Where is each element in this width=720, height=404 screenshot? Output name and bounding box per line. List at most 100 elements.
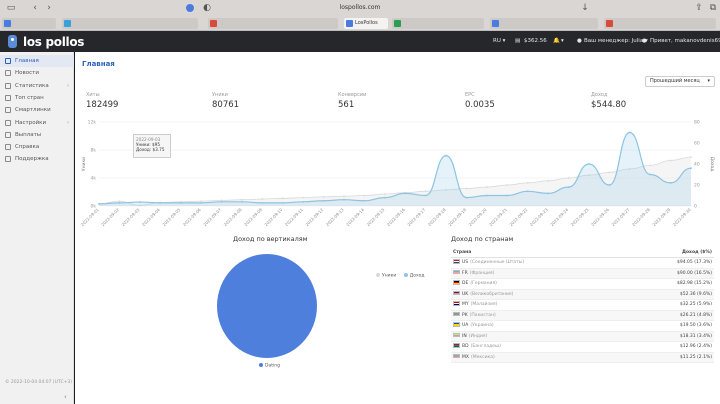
country-name: (Великобритания) <box>470 291 514 297</box>
sidebar-item[interactable]: Топ стран <box>0 92 74 104</box>
download-icon[interactable]: ↓ <box>581 3 589 13</box>
x-tick-label: 2022-09-14 <box>345 207 365 227</box>
gear-icon <box>5 119 11 126</box>
sidebar-item[interactable]: Главная <box>0 55 74 67</box>
table-row[interactable]: MX (Мексика) $11.25 (2.1%) <box>451 352 714 363</box>
x-tick-label: 2022-09-18 <box>427 207 447 227</box>
sidebar-item-label: Выплаты <box>15 131 42 138</box>
sidebar-item[interactable]: Выплаты <box>0 129 74 141</box>
pie-legend-label[interactable]: Dating <box>265 363 280 369</box>
flag-icon <box>453 332 460 338</box>
forward-arrow-icon[interactable]: › <box>47 3 51 13</box>
table-row[interactable]: MY (Малайзия) $32.25 (5.9%) <box>451 300 714 311</box>
legend-label-income[interactable]: Доход <box>409 273 425 279</box>
stat-value: 0.0035 <box>465 100 495 110</box>
country-name: (Украина) <box>470 323 494 328</box>
balance[interactable]: $362.56 <box>524 38 547 44</box>
data-point <box>302 196 305 199</box>
x-tick-label: 2022-09-24 <box>549 207 569 227</box>
x-tick-label: 2022-09-08 <box>223 207 243 227</box>
data-point <box>669 159 672 162</box>
x-tick-label: 2022-09-04 <box>141 207 161 227</box>
table-row[interactable]: PK (Пакистан) $26.21 (4.8%) <box>451 310 714 322</box>
language-select[interactable]: RU ▾ <box>493 38 506 44</box>
browser-tab[interactable] <box>208 18 338 29</box>
period-select[interactable]: Прошедший месяц ▾ <box>645 76 715 87</box>
x-tick-label: 2022-09-21 <box>488 207 508 227</box>
income-cell: $11.25 (2.1%) <box>679 354 712 360</box>
extension-icon[interactable] <box>186 4 194 12</box>
sidebar-item[interactable]: Настройки ‹ <box>0 117 74 129</box>
period-select-value: Прошедший месяц <box>650 78 700 84</box>
pie-chart <box>217 254 317 358</box>
address-bar[interactable]: lospollos.com <box>339 4 381 11</box>
table-row[interactable]: IN (Индия) $18.31 (3.4%) <box>451 331 714 342</box>
data-point <box>200 201 202 204</box>
collapse-sidebar-icon[interactable]: ‹ <box>64 393 67 401</box>
sidebar-item[interactable]: Новости <box>0 67 74 79</box>
browser-tab[interactable] <box>392 18 484 29</box>
logo[interactable]: los pollos <box>8 34 84 49</box>
x-tick-label: 2022-09-10 <box>263 207 283 227</box>
pie-slice-dating[interactable] <box>217 254 317 358</box>
x-tick-label: 2022-09-29 <box>651 207 671 227</box>
table-row[interactable]: UA (Украина) $19.50 (3.6%) <box>451 321 714 332</box>
legend-label-uniques[interactable]: Уники <box>382 273 397 279</box>
sidebar-item[interactable]: Поддержка <box>0 153 74 165</box>
table-row[interactable]: FR (Франция) $90.00 (16.5%) <box>451 268 714 279</box>
series-line <box>98 156 692 206</box>
data-point <box>138 204 141 207</box>
data-point <box>261 198 264 200</box>
data-point <box>567 177 570 179</box>
sidebar-item[interactable]: Смартлинки <box>0 104 74 116</box>
data-point <box>343 195 345 198</box>
shield-icon[interactable]: ◐ <box>203 3 211 13</box>
main-content: Главная Прошедший месяц ▾ Хиты 182499 Ун… <box>75 52 720 404</box>
table-row[interactable]: US (Соединенные Штаты) $94.05 (17.3%) <box>451 258 714 269</box>
x-tick-label: 2022-09-22 <box>508 207 528 227</box>
logo-icon <box>8 35 17 48</box>
manager-menu[interactable]: Ваш менеджер: Julia ▾ <box>584 38 648 44</box>
table-row[interactable]: BD (Бангладеш) $12.96 (2.4%) <box>451 342 714 353</box>
x-tick-label: 2022-09-15 <box>366 207 386 227</box>
server-time: © 2022-10-04 04:07 (UTC+3) <box>5 380 72 385</box>
browser-tab[interactable] <box>2 18 56 29</box>
table-row[interactable]: UK (Великобритания) $52.36 (9.6%) <box>451 289 714 300</box>
data-point <box>690 167 692 170</box>
sidebar-item[interactable]: Статистика ‹ <box>0 80 74 92</box>
country-code: FR <box>462 270 468 276</box>
browser-tab[interactable] <box>604 18 716 29</box>
tooltip-uniques: Уники: $95 <box>136 142 160 147</box>
data-point <box>547 179 550 182</box>
country-cell: PK (Пакистан) <box>453 311 496 322</box>
bell-icon[interactable]: 🔔 <box>553 38 560 44</box>
tabs-overview-icon[interactable]: ⧉ <box>709 3 717 13</box>
wallet-icon <box>5 131 11 138</box>
table-row[interactable]: DE (Германия) $82.98 (15.2%) <box>451 279 714 290</box>
data-point <box>669 182 672 184</box>
col-income[interactable]: Доход ($%) <box>681 250 712 255</box>
back-arrow-icon[interactable]: ‹ <box>33 3 37 13</box>
income-cell: $12.96 (2.4%) <box>679 344 712 349</box>
sidebar-toggle-icon[interactable]: ▭ <box>6 3 16 13</box>
share-icon[interactable]: ⇪ <box>695 3 703 13</box>
data-point <box>628 131 631 134</box>
country-code: US <box>462 260 469 265</box>
col-country[interactable]: Страна <box>453 250 472 255</box>
browser-tab[interactable] <box>490 18 598 29</box>
country-code: BD <box>462 344 469 349</box>
data-point <box>240 200 243 203</box>
data-point <box>424 194 427 197</box>
sidebar-item[interactable]: Справка <box>0 141 74 153</box>
notifications-caret[interactable]: ▾ <box>561 38 564 44</box>
stat-label: Конверсии <box>338 92 367 98</box>
data-point <box>608 184 611 186</box>
sidebar-item-label: Поддержка <box>15 156 49 163</box>
browser-tab[interactable] <box>62 18 198 29</box>
x-tick-label: 2022-09-07 <box>202 207 222 227</box>
user-menu[interactable]: Привет, makanovdenis69 ▾ <box>650 38 720 44</box>
browser-tab[interactable]: LosPollos <box>344 18 388 29</box>
data-point <box>322 196 325 198</box>
flag-icon <box>453 259 460 264</box>
data-point <box>445 154 447 157</box>
